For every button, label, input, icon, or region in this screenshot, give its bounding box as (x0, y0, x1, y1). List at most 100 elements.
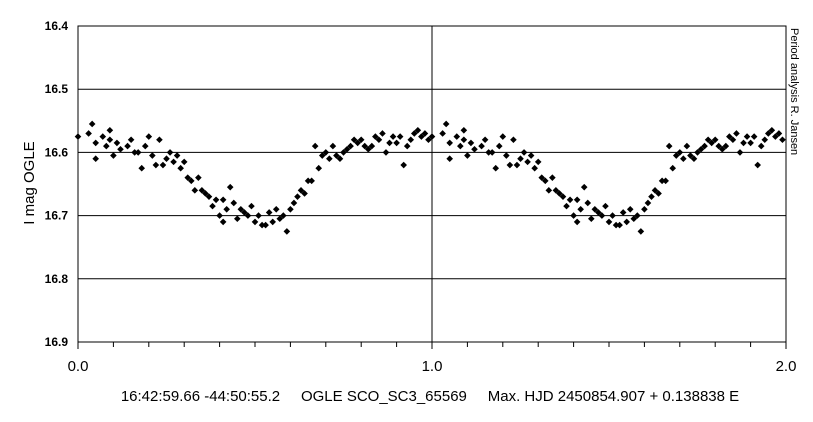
data-point (552, 187, 560, 194)
data-point (658, 177, 666, 185)
data-point (672, 152, 680, 159)
x-tick-label: 2.0 (776, 358, 797, 375)
data-point (216, 212, 223, 219)
data-point (212, 196, 220, 204)
data-point (446, 155, 453, 163)
data-point (223, 205, 230, 213)
data-point (418, 133, 425, 140)
data-point (697, 145, 705, 153)
data-point (573, 196, 581, 204)
data-point (407, 136, 415, 144)
data-point (364, 145, 372, 153)
data-point (124, 142, 131, 150)
data-point (315, 164, 323, 172)
data-point (318, 152, 326, 159)
data-point (106, 136, 114, 144)
data-point (665, 142, 673, 150)
data-point (683, 142, 691, 150)
data-point (219, 196, 227, 204)
data-point (244, 212, 252, 219)
data-point (740, 139, 747, 147)
data-point (775, 130, 783, 137)
data-point (166, 149, 174, 156)
data-point (350, 136, 358, 144)
data-point (226, 183, 234, 191)
data-point (439, 130, 446, 137)
data-point (609, 212, 616, 219)
data-point (637, 228, 645, 235)
data-point (648, 193, 655, 200)
data-point (577, 205, 584, 213)
data-point (538, 174, 546, 181)
data-point (311, 142, 319, 150)
data-point (651, 187, 659, 194)
data-point (485, 149, 492, 156)
data-point (74, 133, 82, 140)
data-point (177, 164, 184, 172)
data-point (389, 133, 397, 140)
x-tick-labels: 0.0 1.0 2.0 (68, 358, 797, 375)
data-point (619, 209, 627, 216)
data-point (113, 139, 121, 147)
data-point (265, 209, 273, 216)
data-point (510, 136, 517, 144)
data-point (457, 142, 464, 150)
data-point (414, 126, 422, 134)
data-point (708, 139, 715, 147)
data-point (202, 190, 209, 197)
data-point (110, 152, 117, 159)
data-point (219, 218, 227, 226)
data-point (393, 139, 400, 147)
data-point (138, 164, 146, 172)
chart-caption: 16:42:59.66 -44:50:55.2 OGLE SCO_SC3_655… (121, 388, 739, 405)
data-point (488, 149, 496, 156)
x-tick-label: 1.0 (422, 358, 443, 375)
data-point (768, 126, 776, 134)
data-point (294, 193, 301, 200)
data-point (499, 133, 507, 140)
data-point (772, 133, 779, 140)
data-point (403, 142, 411, 150)
data-point (237, 205, 245, 213)
data-point (541, 177, 549, 185)
y-tick-labels: 16.4 16.5 16.6 16.7 16.8 16.9 (45, 19, 69, 349)
data-point (340, 149, 347, 156)
data-point (506, 161, 514, 169)
data-point (726, 133, 733, 140)
y-tick-label: 16.5 (45, 82, 69, 96)
data-point (411, 130, 418, 137)
data-point (779, 136, 786, 144)
data-point (159, 161, 167, 169)
data-point (230, 199, 238, 207)
data-point (205, 193, 213, 200)
x-tick-label: 0.0 (68, 358, 89, 375)
data-point (329, 142, 337, 150)
data-point (729, 136, 737, 144)
data-point (531, 164, 538, 172)
data-point (382, 149, 390, 156)
data-point (170, 158, 177, 166)
data-point (520, 149, 528, 156)
data-point (290, 199, 298, 207)
data-point (347, 142, 354, 150)
data-point (280, 212, 287, 219)
data-point (733, 130, 740, 137)
data-point (676, 149, 684, 156)
data-point (722, 142, 730, 150)
data-point (248, 202, 255, 210)
data-point (517, 155, 524, 163)
data-point (163, 155, 170, 163)
data-point (195, 174, 202, 181)
data-point (460, 136, 468, 144)
data-point (687, 152, 694, 159)
data-point (375, 136, 383, 144)
data-point (644, 199, 652, 207)
data-point (630, 215, 638, 223)
data-point (343, 145, 351, 153)
y-axis-label: I mag OGLE (21, 141, 38, 224)
data-points (74, 120, 786, 235)
data-point (492, 164, 500, 172)
data-point (297, 187, 305, 194)
y-tick-label: 16.8 (45, 272, 69, 286)
side-note: Period analysis R. Jansen (788, 28, 800, 155)
